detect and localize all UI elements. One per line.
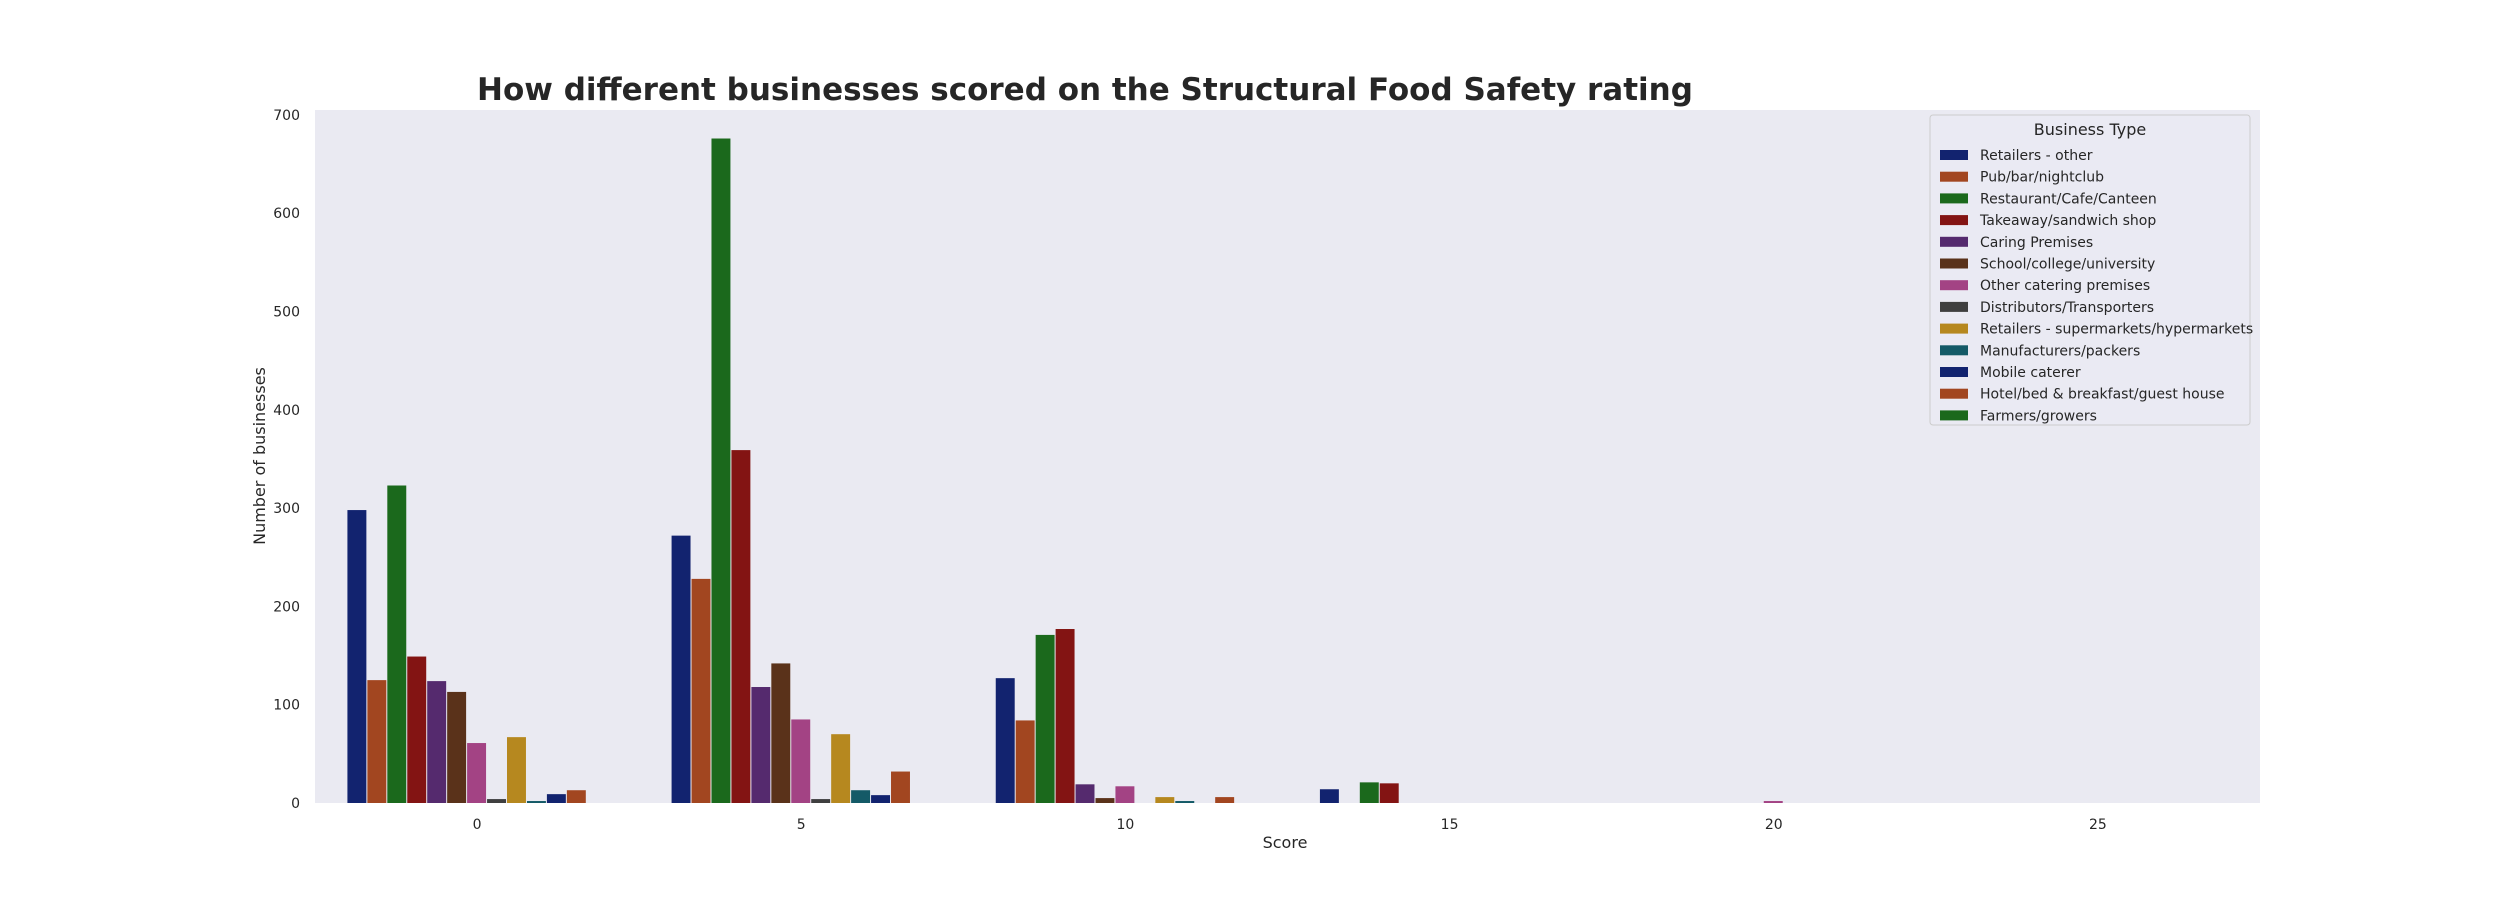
bar xyxy=(487,799,507,803)
x-tick-label: 10 xyxy=(1117,817,1135,833)
legend-swatch xyxy=(1940,171,1968,182)
bar xyxy=(407,656,427,803)
legend: Business Type Retailers - other Pub/bar/n… xyxy=(1929,114,2253,426)
legend-label: Hotel/bed & breakfast/guest house xyxy=(1980,387,2224,403)
bar-series xyxy=(347,138,1783,803)
y-tick-label: 300 xyxy=(273,501,300,517)
legend-label: School/college/university xyxy=(1980,257,2155,273)
x-tick-label: 0 xyxy=(473,817,482,833)
legend-swatch xyxy=(1940,323,1968,334)
bar xyxy=(791,719,811,803)
legend-label: Manufacturers/packers xyxy=(1980,343,2140,359)
y-tick-label: 500 xyxy=(273,305,300,321)
y-tick-label: 600 xyxy=(273,206,300,222)
bar xyxy=(1015,720,1035,803)
bar xyxy=(526,801,546,803)
bar xyxy=(851,790,871,803)
bar xyxy=(1763,801,1783,803)
bar xyxy=(467,743,487,803)
x-axis-ticks: 0 5 10 15 20 25 xyxy=(473,817,2107,833)
x-tick-label: 5 xyxy=(797,817,806,833)
bar xyxy=(831,734,851,803)
bar xyxy=(367,680,387,803)
legend-swatch xyxy=(1940,236,1968,247)
bar xyxy=(507,737,526,803)
bar xyxy=(1319,789,1339,803)
y-tick-label: 0 xyxy=(291,796,300,812)
bar xyxy=(1215,797,1235,803)
bar xyxy=(447,691,467,803)
legend-label: Caring Premises xyxy=(1980,235,2093,251)
legend-box xyxy=(1929,114,2251,426)
bar xyxy=(871,795,891,803)
y-tick-label: 400 xyxy=(273,403,300,419)
y-tick-label: 100 xyxy=(273,698,300,714)
bar xyxy=(811,799,831,803)
bar xyxy=(1095,798,1115,803)
x-tick-label: 15 xyxy=(1441,817,1459,833)
legend-swatch xyxy=(1940,150,1968,160)
y-tick-label: 700 xyxy=(273,108,300,124)
bar xyxy=(711,138,731,803)
bar xyxy=(995,678,1015,803)
legend-swatch xyxy=(1940,280,1968,291)
bar xyxy=(771,663,791,803)
legend-swatch xyxy=(1940,193,1968,204)
y-axis-label: Number of businesses xyxy=(250,367,269,545)
y-axis-ticks: 0 100 200 300 400 500 600 700 xyxy=(273,108,300,812)
legend-label: Other catering premises xyxy=(1980,278,2150,294)
legend-title: Business Type xyxy=(2034,120,2146,139)
legend-swatch xyxy=(1940,215,1968,226)
legend-swatch xyxy=(1940,388,1968,399)
bar xyxy=(1055,629,1075,803)
legend-swatch xyxy=(1940,410,1968,421)
legend-label: Farmers/growers xyxy=(1980,408,2097,424)
legend-label: Pub/bar/nightclub xyxy=(1980,170,2104,186)
bar xyxy=(671,535,691,803)
legend-swatch xyxy=(1940,258,1968,269)
legend-items: Retailers - other Pub/bar/nightclub Restau… xyxy=(1940,148,2253,424)
legend-swatch xyxy=(1940,301,1968,312)
bar xyxy=(1155,797,1175,803)
legend-label: Takeaway/sandwich shop xyxy=(1979,213,2156,229)
legend-swatch xyxy=(1940,367,1968,377)
bar xyxy=(1075,784,1095,803)
legend-label: Restaurant/Cafe/Canteen xyxy=(1980,191,2157,207)
legend-label: Mobile caterer xyxy=(1980,365,2081,381)
x-axis-label: Score xyxy=(1263,833,1308,852)
bar xyxy=(731,450,751,803)
chart-title: How different businesses scored on the S… xyxy=(477,72,1693,108)
y-tick-label: 200 xyxy=(273,599,300,615)
bar xyxy=(566,790,586,803)
x-tick-label: 20 xyxy=(1765,817,1783,833)
legend-label: Retailers - other xyxy=(1980,148,2093,164)
bar xyxy=(546,794,566,803)
bar xyxy=(427,681,447,803)
legend-swatch xyxy=(1940,345,1968,356)
bar xyxy=(1379,783,1399,803)
bar xyxy=(347,510,367,803)
bar xyxy=(387,485,407,803)
bar xyxy=(691,578,711,803)
bar xyxy=(751,687,771,803)
bar xyxy=(1175,801,1195,803)
legend-label: Retailers - supermarkets/hypermarkets xyxy=(1980,322,2253,338)
bar xyxy=(1359,782,1379,803)
bar xyxy=(1035,634,1055,803)
bar xyxy=(891,771,910,803)
legend-label: Distributors/Transporters xyxy=(1980,300,2154,316)
bar xyxy=(1115,786,1135,803)
x-tick-label: 25 xyxy=(2089,817,2107,833)
